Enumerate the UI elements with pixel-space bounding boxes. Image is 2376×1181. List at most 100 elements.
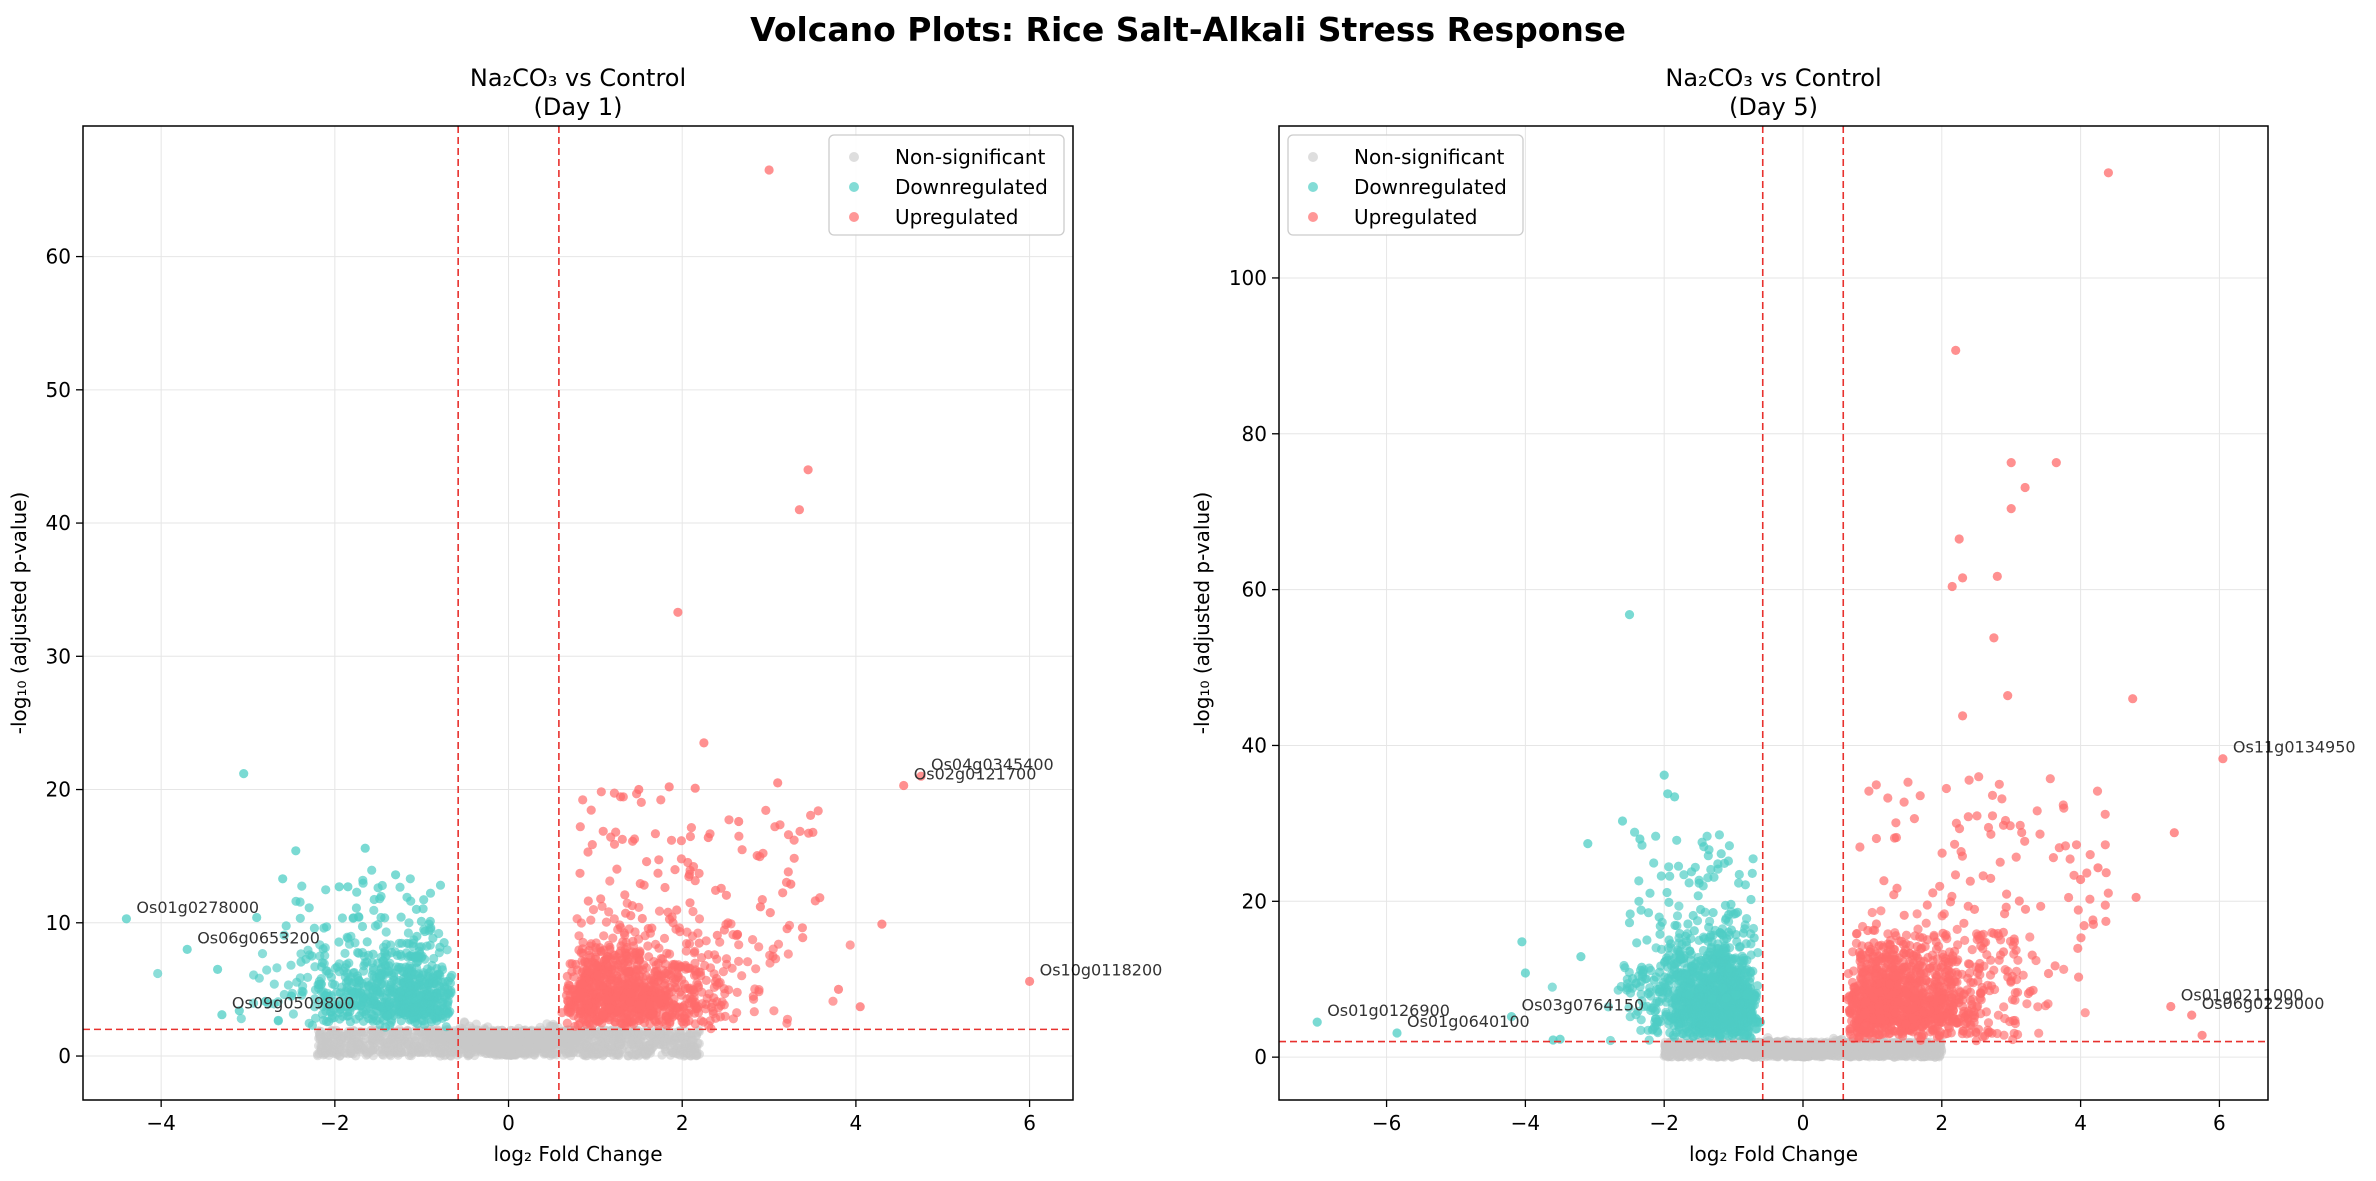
nonsig-point [533, 1039, 544, 1049]
downregulated-point [425, 940, 435, 950]
nonsig-point [438, 1040, 448, 1050]
upregulated-point [599, 931, 609, 941]
downregulated-point [311, 1013, 321, 1023]
downregulated-point [434, 1006, 444, 1016]
nonsig-point [599, 1038, 609, 1048]
downregulated-point [398, 966, 408, 977]
downregulated-point [340, 948, 350, 959]
upregulated-point [845, 940, 855, 950]
upregulated-point [592, 961, 602, 971]
downregulated-point [367, 865, 377, 875]
downregulated-point [295, 913, 305, 923]
nonsig-point [621, 1029, 632, 1040]
upregulated-point [582, 995, 592, 1005]
upregulated-point [620, 890, 630, 900]
upregulated-point [635, 1000, 646, 1010]
x-tick-label: 0 [502, 1111, 515, 1135]
downregulated-point [386, 940, 396, 950]
nonsig-point [496, 1030, 507, 1040]
downregulated-point [371, 973, 381, 983]
panel1: Os04g0345400Os02g0121700Os01g0278000Os06… [7, 64, 1162, 1166]
gene-annotation: Os04g0345400 [931, 755, 1054, 774]
upregulated-point [636, 797, 646, 808]
downregulated-point [378, 956, 388, 966]
upregulated-point [587, 840, 597, 850]
downregulated-point [346, 972, 356, 982]
downregulated-point [368, 949, 378, 959]
upregulated-point [599, 945, 609, 955]
nonsig-point [421, 1029, 431, 1039]
x-tick-label: 2 [676, 1111, 689, 1135]
nonsig-point [477, 1044, 487, 1054]
nonsig-point [370, 1025, 380, 1036]
downregulated-point [437, 977, 447, 988]
upregulated-point [782, 924, 792, 934]
upregulated-point [604, 907, 614, 917]
downregulated-point [272, 963, 282, 973]
nonsig-point [561, 1049, 572, 1059]
downregulated-outlier [391, 870, 401, 880]
downregulated-point [369, 905, 379, 916]
downregulated-point [273, 1015, 283, 1025]
panel1-y-axis-label: -log₁₀ (adjusted p-value) [7, 492, 31, 735]
downregulated-point [321, 885, 331, 895]
downregulated-point [346, 986, 356, 996]
x-tick-label: 4 [850, 1111, 863, 1135]
downregulated-point [283, 980, 293, 990]
downregulated-point [297, 986, 307, 996]
upregulated-point [609, 914, 619, 924]
upregulated-point [681, 946, 691, 956]
upregulated-point [601, 954, 611, 964]
gene-annotation: Os10g0118200 [1040, 960, 1163, 979]
upregulated-point [750, 984, 760, 994]
downregulated-point [395, 882, 405, 892]
upregulated-point [601, 917, 612, 927]
downregulated-point [257, 949, 268, 959]
downregulated-point [357, 921, 368, 932]
upregulated-point [659, 1007, 669, 1018]
upregulated-outlier [916, 771, 926, 781]
nonsig-point [333, 1037, 343, 1047]
upregulated-point [783, 949, 793, 959]
y-tick-label: 20 [46, 778, 71, 802]
upregulated-point [609, 839, 620, 849]
downregulated-point [410, 969, 420, 980]
nonsig-point [426, 1042, 437, 1052]
nonsig-point [556, 1038, 566, 1048]
upregulated-point [621, 908, 631, 918]
downregulated-point [387, 991, 397, 1001]
nonsig-point [692, 1028, 702, 1038]
downregulated-point [368, 982, 378, 992]
downregulated-point [390, 998, 400, 1009]
upregulated-point [723, 918, 733, 928]
downregulated-point [416, 916, 426, 927]
nonsig-point [601, 1026, 611, 1036]
downregulated-outlier [213, 964, 223, 975]
upregulated-point [597, 901, 607, 912]
nonsig-point [393, 1043, 403, 1054]
downregulated-outlier [278, 874, 288, 884]
upregulated-point [642, 857, 652, 867]
upregulated-point [647, 923, 657, 933]
upregulated-point [685, 898, 695, 908]
downregulated-point [301, 954, 311, 964]
upregulated-point [616, 946, 626, 956]
panel1-x-axis-label: log₂ Fold Change [493, 1142, 662, 1166]
downregulated-point [304, 903, 314, 913]
upregulated-point [676, 836, 687, 846]
panel1-axes-frame [82, 125, 1074, 1101]
downregulated-point [326, 991, 336, 1001]
nonsig-point [523, 1044, 534, 1054]
nonsig-point [668, 1048, 679, 1058]
legend-marker [849, 152, 859, 162]
downregulated-point [435, 880, 446, 890]
upregulated-point [666, 1003, 676, 1013]
upregulated-point [795, 826, 805, 837]
upregulated-point [598, 1010, 608, 1020]
upregulated-point [670, 983, 680, 993]
legend-entry: Downregulated [895, 175, 1048, 199]
upregulated-point [665, 1018, 675, 1029]
upregulated-point [737, 845, 747, 855]
